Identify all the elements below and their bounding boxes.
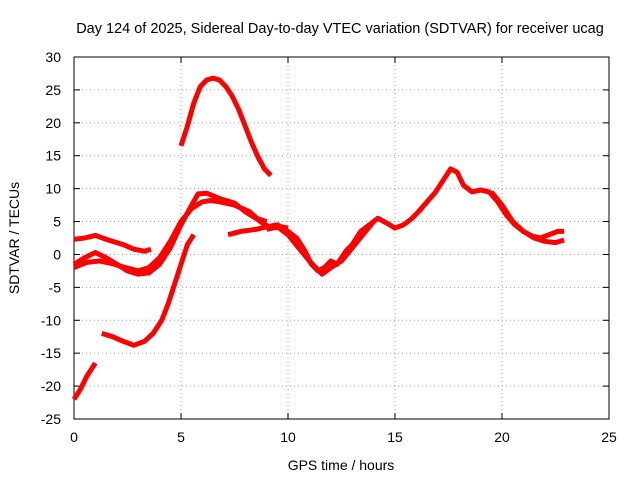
x-tick-label: 0 [70,429,78,445]
y-tick-label: 20 [45,115,61,131]
x-tick-label: 5 [177,429,185,445]
grid-layer [74,57,609,419]
y-tick-label: 0 [53,246,61,262]
x-tick-label: 25 [601,429,617,445]
series-arc-2 [101,233,196,348]
series-arc-1 [71,361,98,401]
y-axis: -25 -20 -15 -10 -5 0 5 10 15 20 25 30 [41,49,609,427]
x-axis: 0 5 10 15 20 25 [70,57,617,445]
series-arc-3 [178,75,273,178]
y-tick-label: -20 [41,378,61,394]
y-tick-label: 10 [45,181,61,197]
y-tick-label: 25 [45,82,61,98]
series-arc-5 [73,232,152,254]
y-tick-label: -25 [41,411,61,427]
y-tick-label: -5 [49,279,62,295]
y-tick-label: 15 [45,148,61,164]
x-axis-label: GPS time / hours [288,457,395,473]
series-arc-9 [489,190,565,246]
x-tick-label: 15 [387,429,403,445]
series-arc-6 [73,198,289,274]
series-layer [71,75,565,401]
y-tick-label: 30 [45,49,61,65]
series-arc-8 [266,219,376,277]
y-tick-label: 5 [53,214,61,230]
plot-frame [73,56,610,420]
x-tick-label: 20 [494,429,510,445]
chart-title: Day 124 of 2025, Sidereal Day-to-day VTE… [76,21,604,37]
y-tick-label: -10 [41,312,61,328]
x-tick-label: 10 [280,429,296,445]
y-axis-label: SDTVAR / TECUs [6,182,22,294]
y-tick-label: -15 [41,345,61,361]
